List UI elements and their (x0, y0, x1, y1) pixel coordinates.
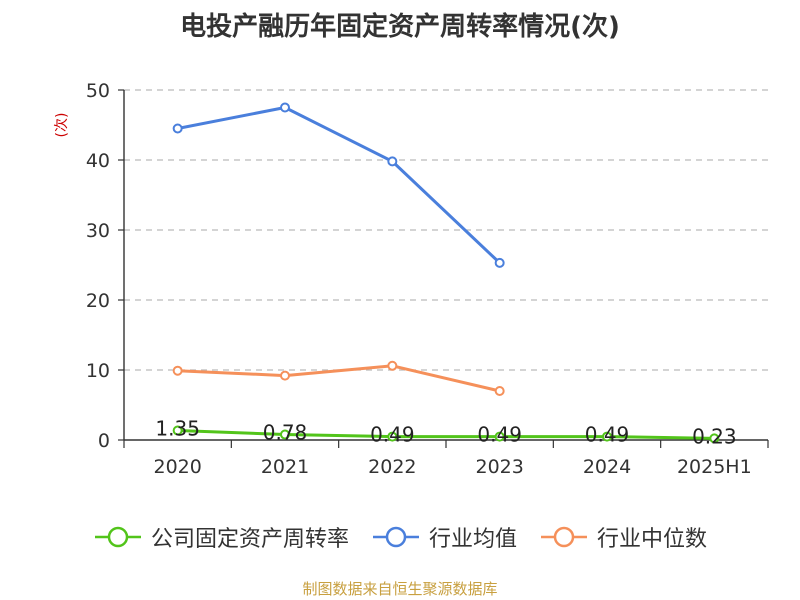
y-tick-label: 30 (86, 220, 110, 242)
x-tick-label: 2024 (583, 456, 631, 478)
series-1-point (280, 102, 290, 113)
legend-marker-icon (541, 526, 587, 548)
x-tick-label: 2022 (368, 456, 416, 478)
legend-marker-icon (94, 526, 141, 548)
grid-lines (124, 89, 768, 371)
legend: 公司固定资产周转率 行业均值 行业中位数 (0, 519, 800, 555)
y-tick-label: 20 (86, 290, 110, 312)
data-label: 0.49 (585, 423, 630, 447)
chart-title: 电投产融历年固定资产周转率情况(次) (180, 12, 620, 42)
data-label: 0.23 (692, 424, 737, 448)
series-0-point (172, 425, 183, 436)
series-layer (172, 102, 720, 444)
series-line-1 (176, 106, 502, 265)
series-1-point (494, 257, 505, 268)
source-note: 制图数据来自恒生聚源数据库 (302, 580, 498, 598)
series-1-point (387, 156, 398, 167)
series-line-2 (176, 364, 502, 393)
series-0-point (494, 431, 505, 442)
series-0-point (709, 433, 720, 444)
axes: 0 10 20 30 40 50 2020 2021 2022 2023 2024 2025H1 (86, 80, 769, 478)
y-tick-label: 50 (86, 80, 110, 102)
legend-label: 公司固定资产周转率 (150, 527, 349, 552)
data-label: 1.35 (155, 417, 200, 441)
x-tick-label: 2025H1 (677, 456, 752, 478)
legend-label: 行业均值 (428, 527, 517, 552)
series-0-point (280, 429, 290, 440)
data-labels: 1.35 0.78 0.49 0.49 0.49 0.23 (155, 417, 736, 449)
data-label: 0.78 (263, 421, 308, 445)
y-tick-label: 40 (86, 150, 110, 172)
series-2-point (387, 360, 398, 371)
y-tick-label: 0 (98, 430, 110, 452)
y-axis-label: (次) (54, 113, 70, 138)
x-tick-label: 2021 (261, 456, 309, 478)
data-label: 0.49 (477, 423, 522, 447)
legend-item-0[interactable]: 公司固定资产周转率 (93, 521, 349, 553)
legend-marker-icon (372, 526, 419, 548)
series-0-point (602, 431, 612, 442)
legend-item-2[interactable]: 行业中位数 (539, 521, 707, 553)
series-line-0 (176, 429, 716, 440)
series-0-point (387, 431, 398, 442)
series-1-point (172, 123, 183, 134)
x-tick-label: 2020 (153, 456, 201, 478)
data-label: 0.49 (370, 423, 415, 447)
series-2-point (494, 386, 505, 396)
y-tick-label: 10 (86, 360, 110, 382)
x-tick-label: 2023 (475, 456, 523, 478)
legend-item-1[interactable]: 行业均值 (371, 521, 517, 553)
series-2-point (280, 370, 290, 381)
series-2-point (172, 365, 183, 376)
legend-label: 行业中位数 (597, 527, 708, 552)
